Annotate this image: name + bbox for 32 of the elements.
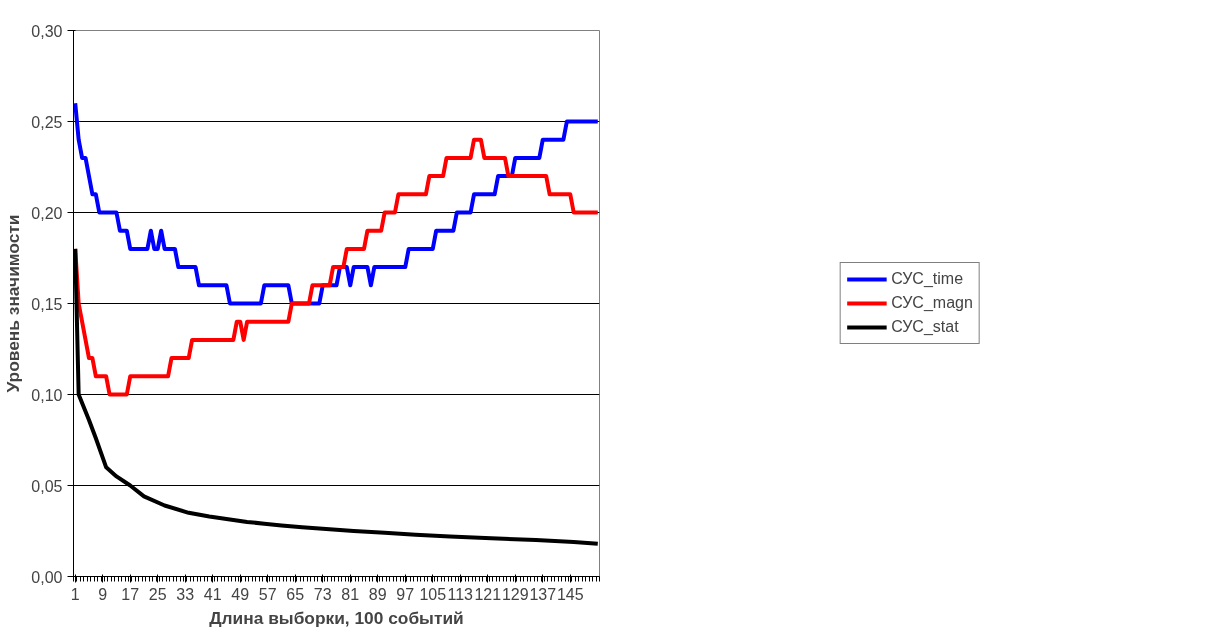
x-tick-label: 121 [474, 585, 502, 603]
y-tick-label: 0,10 [31, 386, 63, 404]
x-tick-label: 105 [419, 585, 447, 603]
y-tick-label: 0,05 [31, 477, 63, 495]
y-axis-title: Уровень значимости [3, 214, 24, 393]
x-tick-label: 25 [148, 585, 167, 603]
y-tick-label: 0,25 [31, 113, 63, 131]
x-tick-label: 97 [396, 585, 415, 603]
x-tick-label: 57 [258, 585, 277, 603]
x-tick-label: 1 [70, 585, 80, 603]
y-tick-label: 0,15 [31, 295, 63, 313]
x-tick-label: 137 [529, 585, 557, 603]
x-tick-label: 73 [313, 585, 332, 603]
x-tick-label: 17 [121, 585, 140, 603]
y-tick-label: 0,20 [31, 204, 63, 222]
legend-label: СУС_stat [891, 318, 959, 336]
x-tick-label: 145 [556, 585, 584, 603]
x-tick-label: 129 [501, 585, 529, 603]
y-tick-label: 0,00 [31, 568, 63, 586]
line-series [73, 101, 600, 306]
legend-label: СУС_magn [891, 294, 973, 312]
x-tick-label: 49 [231, 585, 250, 603]
x-tick-label: 41 [203, 585, 222, 603]
y-tick-label: 0,30 [31, 22, 63, 40]
x-tick-label: 33 [176, 585, 195, 603]
x-tick-label: 65 [286, 585, 305, 603]
x-tick-label: 89 [368, 585, 387, 603]
x-tick-label: 113 [447, 585, 474, 603]
x-axis-title: Длина выборки, 100 событий [209, 607, 464, 628]
x-tick-label: 9 [98, 585, 108, 603]
x-tick-label: 81 [341, 585, 360, 603]
legend-label: СУС_time [891, 270, 964, 288]
